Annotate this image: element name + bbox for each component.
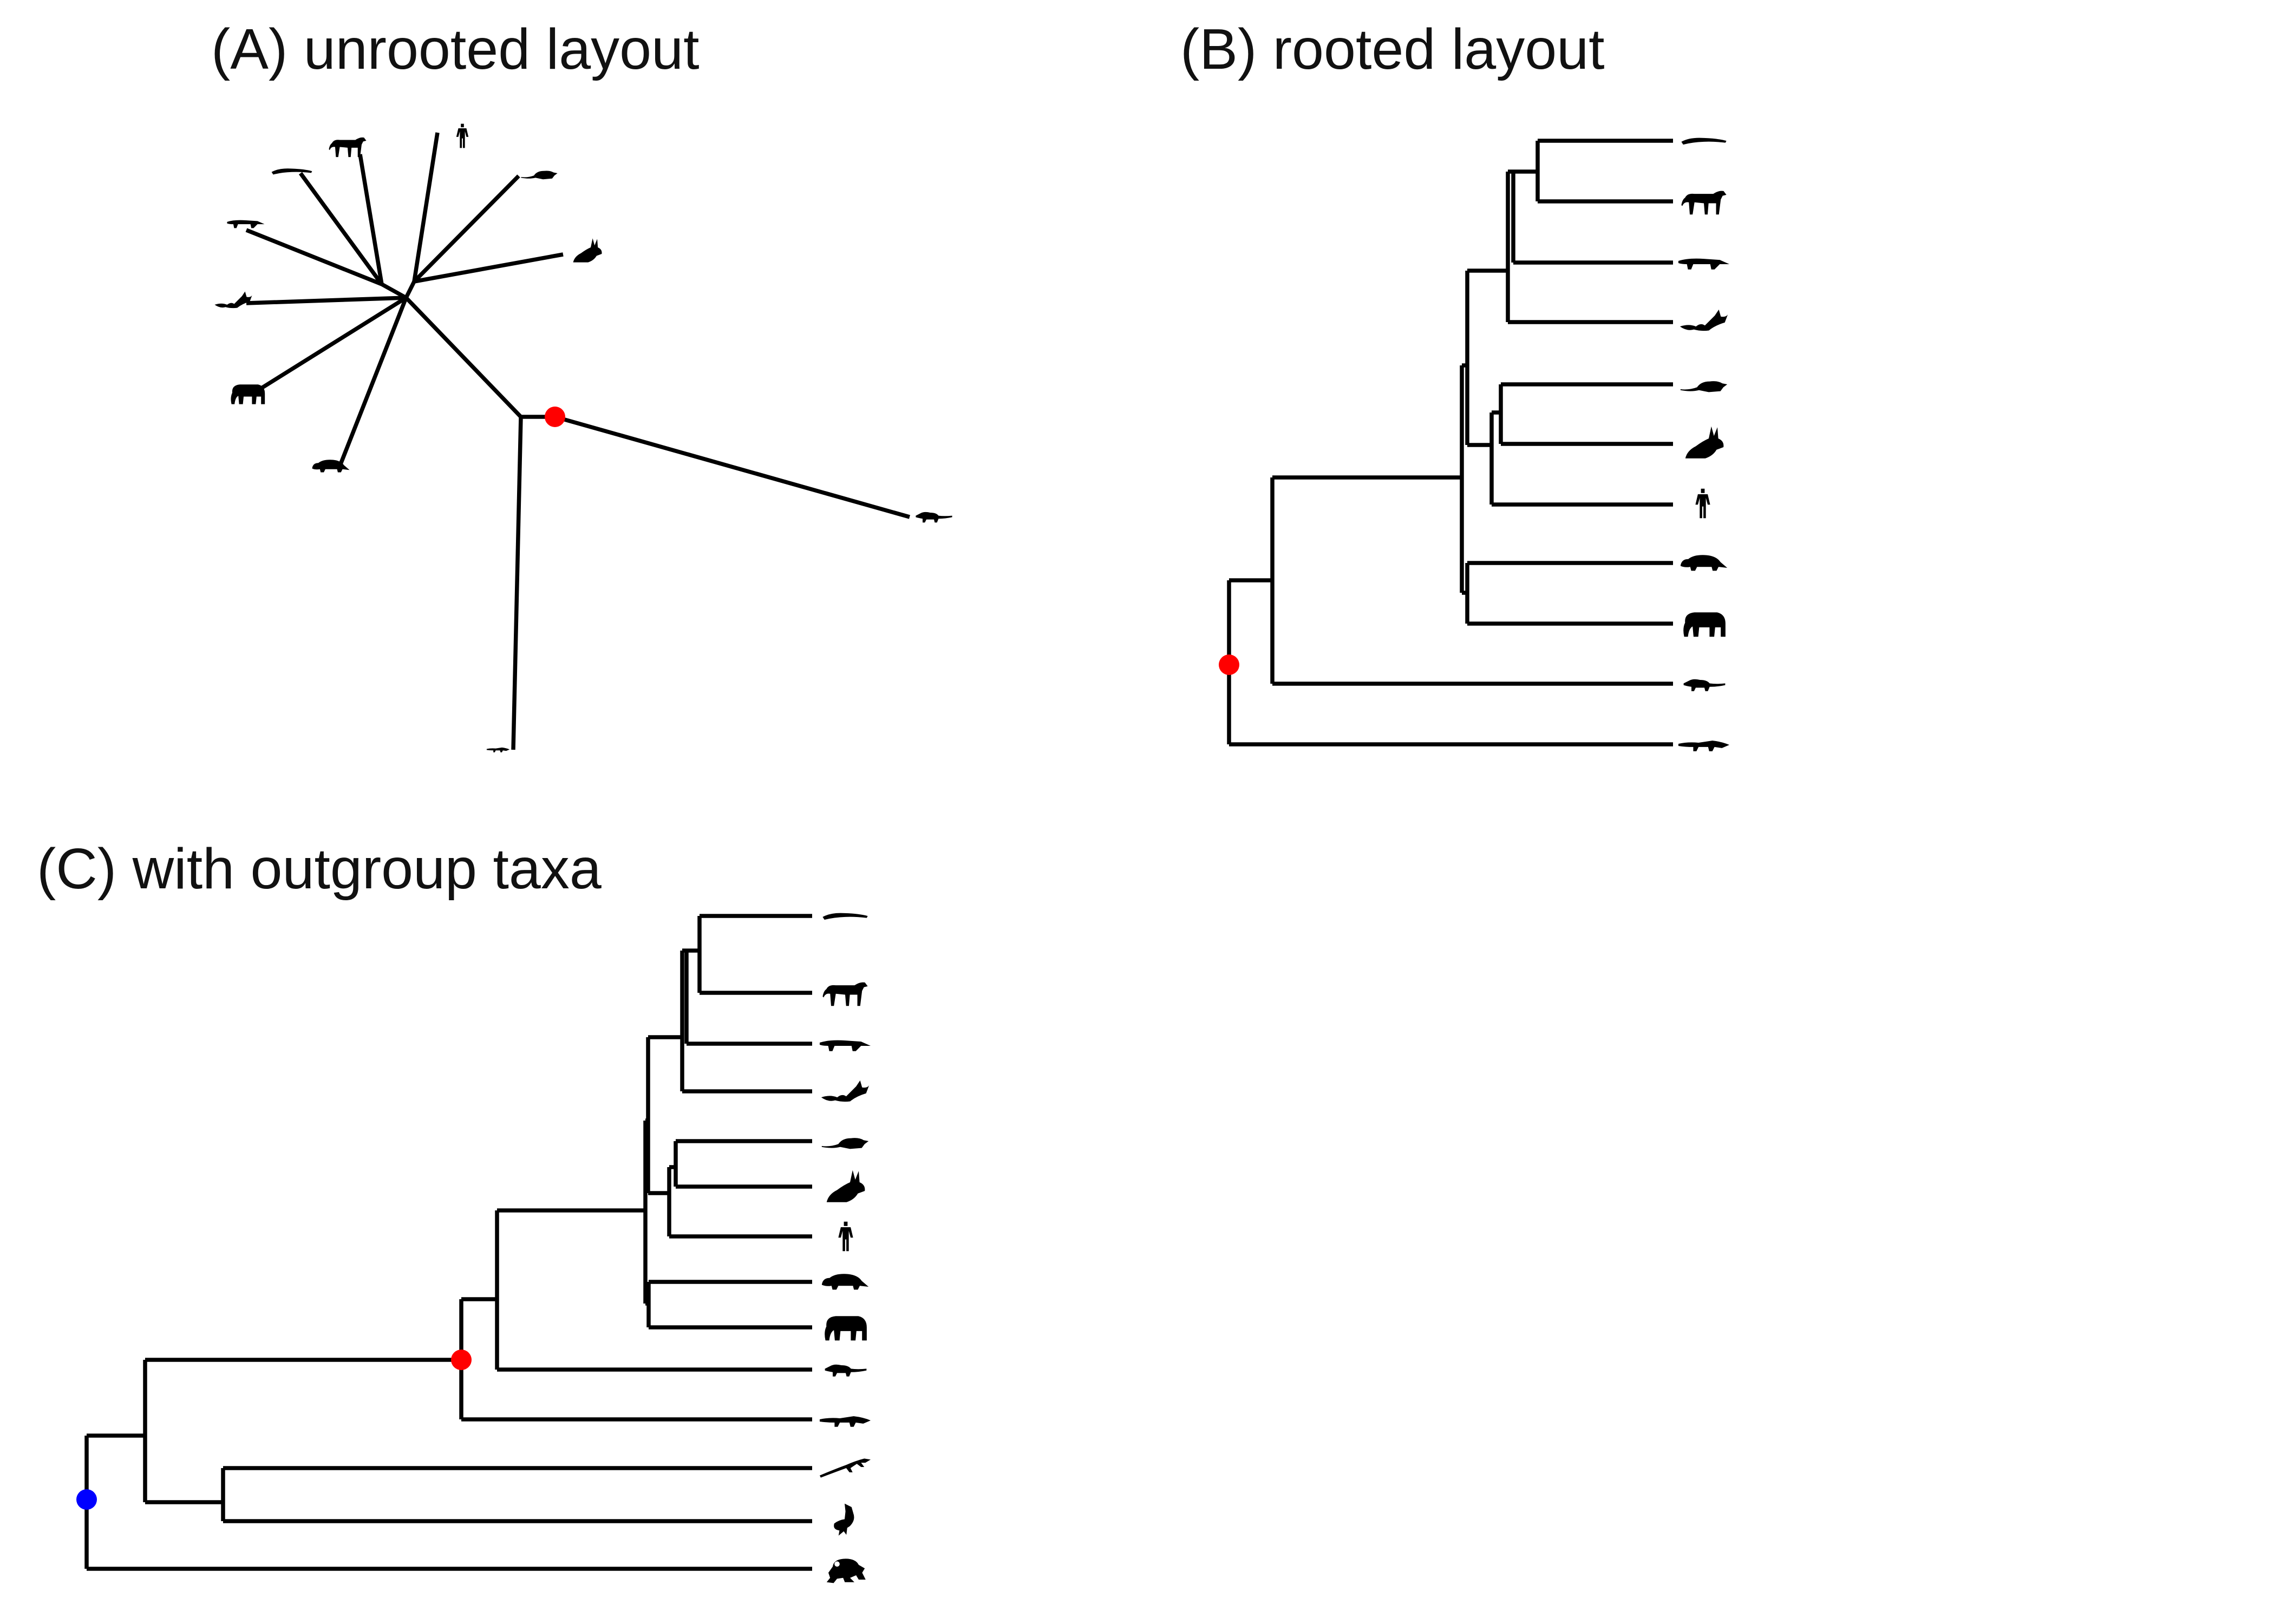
armadillo-icon	[1680, 555, 1728, 571]
outgroup-root-marker	[76, 1489, 97, 1510]
human-icon	[1695, 488, 1710, 519]
ingroup-root-marker	[1219, 654, 1239, 675]
branch	[246, 296, 407, 305]
panel-unrooted-layout: (A) unrooted layout	[0, 0, 1137, 801]
rooted-tree	[1219, 137, 1730, 751]
outgroup-tree-tip-icons	[819, 913, 871, 1583]
bird-icon	[834, 1503, 854, 1536]
bat-icon	[214, 291, 252, 309]
human-icon	[456, 123, 469, 148]
platypus-icon	[271, 168, 312, 175]
panel-a-title: (A) unrooted layout	[211, 17, 700, 81]
lizard-icon	[819, 1458, 871, 1478]
branch	[298, 172, 384, 286]
armadillo-icon	[821, 1274, 869, 1290]
anteater-icon	[819, 1040, 871, 1051]
ingroup-root-marker	[451, 1350, 472, 1370]
unrooted-branches	[245, 132, 911, 750]
rat-icon	[821, 1138, 869, 1149]
crocodile-icon	[819, 1416, 871, 1427]
branch	[413, 174, 520, 283]
unrooted-tip-icons	[214, 123, 952, 752]
elephant-icon	[825, 1316, 867, 1341]
opossum-icon	[825, 1364, 867, 1377]
branch	[414, 252, 564, 284]
branch	[358, 154, 384, 285]
horse-icon	[1681, 191, 1727, 215]
branch	[381, 282, 407, 300]
branch	[511, 416, 523, 750]
anteater-icon	[227, 220, 265, 228]
opossum-icon	[1683, 679, 1726, 691]
branch	[404, 296, 522, 418]
branch	[412, 132, 440, 282]
panel-with-outgroup-taxa: (C) with outgroup taxa	[0, 812, 1137, 1624]
rooted-tip-icons	[1678, 137, 1730, 751]
crocodile-icon	[1678, 741, 1730, 751]
panel-rooted-layout: (B) rooted layout	[1137, 0, 2274, 801]
frog-icon	[826, 1558, 866, 1583]
branch	[404, 280, 416, 299]
bat-icon	[1680, 309, 1728, 331]
elephant-icon	[231, 384, 265, 404]
branch	[338, 297, 408, 467]
horse-icon	[822, 982, 868, 1006]
branch	[245, 228, 383, 286]
ingroup-root-marker	[545, 407, 565, 427]
branch	[253, 296, 407, 395]
rat-icon	[521, 171, 558, 180]
horse-icon	[329, 137, 367, 158]
crocodile-icon	[486, 747, 510, 752]
panel-b-title: (B) rooted layout	[1180, 17, 1605, 81]
bat-icon	[821, 1080, 870, 1102]
platypus-icon	[1681, 137, 1727, 145]
rat-icon	[1680, 381, 1728, 392]
opossum-icon	[916, 512, 952, 523]
armadillo-icon	[312, 460, 350, 473]
outgroup-tree	[76, 913, 871, 1583]
panel-c-title: (C) with outgroup taxa	[37, 837, 602, 901]
human-icon	[838, 1221, 853, 1252]
rooted-branches	[1227, 139, 1673, 746]
rabbit-icon	[1685, 426, 1724, 459]
elephant-icon	[1683, 612, 1726, 637]
branch	[554, 415, 911, 519]
platypus-icon	[822, 913, 868, 920]
outgroup-tree-branches	[84, 914, 812, 1571]
unrooted-tree	[214, 123, 952, 752]
rabbit-icon	[826, 1170, 865, 1202]
rabbit-icon	[573, 238, 602, 263]
anteater-icon	[1678, 258, 1730, 270]
